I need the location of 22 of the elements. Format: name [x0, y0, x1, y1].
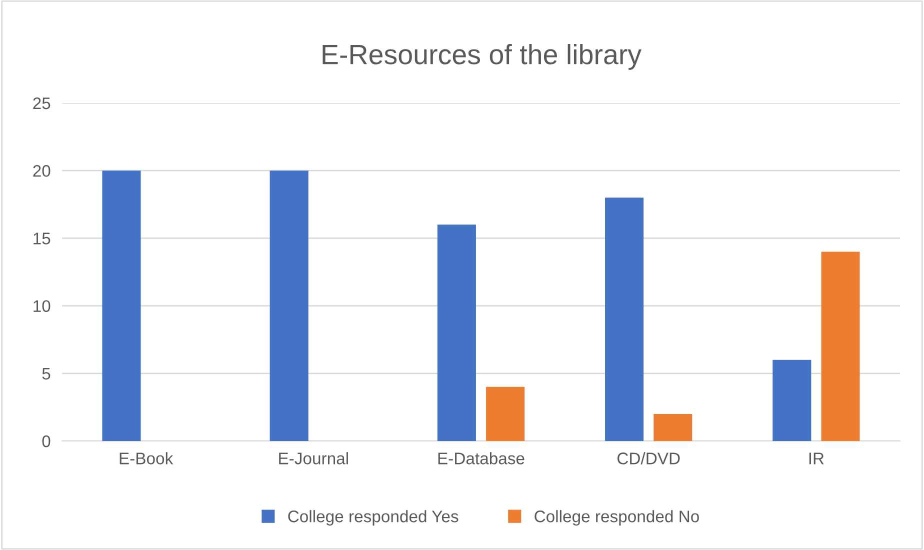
bar [821, 252, 860, 441]
y-tick-label: 0 [42, 435, 50, 448]
bar [772, 360, 812, 441]
legend-label: College responded Yes [288, 510, 458, 526]
bar [605, 198, 644, 441]
x-tick-label: E-Database [438, 452, 524, 464]
y-tick-label: 10 [34, 300, 50, 312]
bar [486, 386, 525, 441]
y-tick-label: 20 [33, 165, 50, 177]
x-tick-label: E-Journal [279, 452, 348, 464]
y-tick-label: 15 [34, 232, 50, 244]
x-tick-label: E-Book [120, 452, 174, 464]
bar [102, 170, 141, 441]
x-tick-label: CD/DVD [618, 452, 680, 464]
chart-title: E-Resources of the library [322, 44, 642, 70]
y-tick-label: 25 [33, 97, 50, 110]
bar [270, 170, 308, 441]
bar [654, 414, 692, 441]
bar [437, 224, 476, 441]
legend-label: College responded No [534, 510, 699, 526]
y-tick-label: 5 [42, 368, 50, 380]
x-tick-label: IR [809, 452, 824, 464]
